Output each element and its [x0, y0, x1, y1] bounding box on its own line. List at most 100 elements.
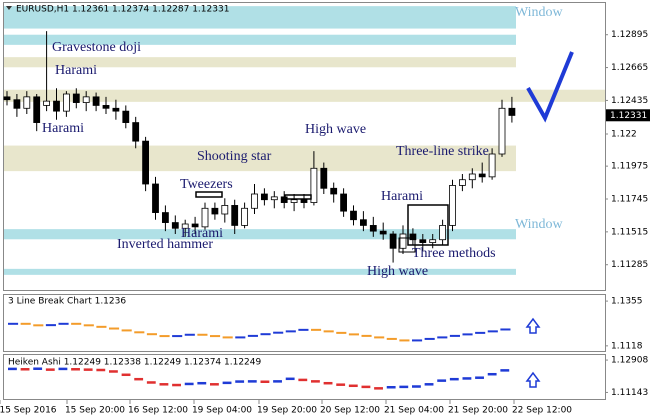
line-break-block — [336, 331, 347, 334]
candle-body — [53, 100, 60, 112]
heiken-bar — [424, 383, 434, 386]
heiken-bar — [323, 381, 333, 385]
line-break-block — [235, 336, 246, 339]
heiken-bar — [8, 367, 17, 371]
annotation: Window — [515, 217, 564, 232]
line-break-block — [386, 337, 397, 340]
line-break-block — [424, 337, 435, 340]
candle-body — [359, 219, 367, 226]
line-break-block — [323, 330, 334, 333]
annotation: Harami — [42, 121, 84, 136]
candle-body — [488, 153, 496, 178]
candle-body — [72, 93, 80, 103]
shooting-box — [284, 194, 312, 200]
candle-body — [122, 110, 130, 123]
line-break-block — [273, 331, 284, 334]
line-break-block — [71, 322, 82, 325]
x-tick-label: 20 Sep 12:00 — [320, 406, 380, 416]
heiken-panel — [3, 354, 606, 400]
candle-body — [82, 96, 90, 103]
x-tick-label: 19 Sep 04:00 — [192, 406, 252, 416]
heiken-bar — [500, 369, 510, 372]
zone — [4, 57, 516, 68]
line-break-block — [8, 322, 19, 325]
main-panel — [3, 2, 606, 291]
forecast-check — [526, 51, 574, 123]
y-tick-label: 1.12435 — [611, 96, 648, 106]
line-break-block — [487, 330, 498, 333]
heiken-bar — [487, 372, 497, 376]
heiken-bar — [361, 385, 371, 389]
candle-body — [43, 100, 50, 106]
line-break-block — [159, 335, 170, 338]
line-break-block — [222, 336, 233, 339]
y-tick-label: 1.12895 — [611, 30, 648, 40]
line-break-title: 3 Line Break Chart 1.1236 — [8, 297, 126, 307]
annotation: Three methods — [412, 246, 496, 261]
candle-body — [112, 107, 120, 112]
heiken-bar — [247, 380, 257, 383]
up-arrow — [525, 371, 541, 388]
heiken-bar — [210, 383, 219, 386]
line-break-block — [247, 334, 258, 337]
candle-body — [270, 196, 278, 201]
heiken-bar — [285, 377, 295, 381]
candle-body — [142, 140, 150, 185]
candle-body — [132, 122, 140, 142]
candle-body — [241, 207, 249, 226]
y-tick-label: 1.11745 — [611, 195, 648, 205]
annotation: Harami — [381, 189, 423, 204]
line-break-block — [462, 333, 473, 336]
candle-body — [231, 205, 239, 226]
line-break-block — [197, 333, 208, 336]
y-tick-label: 1.11515 — [611, 227, 648, 237]
line-break-block — [58, 322, 69, 325]
candle-body — [102, 105, 110, 109]
heiken-bar — [449, 377, 459, 381]
candle-body — [439, 225, 447, 241]
candle-body — [13, 99, 21, 109]
x-tick-label: 15 Sep 20:00 — [65, 406, 125, 416]
heiken-bar — [96, 368, 106, 372]
candle-body — [171, 222, 179, 229]
candle-body — [419, 239, 427, 243]
heiken-bar — [399, 385, 409, 389]
heiken-bar — [374, 387, 383, 390]
candle-body — [508, 107, 516, 116]
heiken-bar — [386, 385, 396, 389]
candle-body — [191, 223, 199, 228]
y-tick-label: 1.12665 — [611, 63, 648, 73]
line-break-block — [121, 329, 132, 332]
annotation: High wave — [367, 264, 428, 279]
annotation: Window — [515, 5, 564, 20]
last-price-box — [606, 109, 650, 122]
up-arrow — [525, 317, 541, 334]
line-break-block — [348, 333, 359, 336]
heiken-bar — [172, 383, 181, 387]
heiken-bar — [159, 383, 169, 386]
heiken-bar — [58, 367, 68, 371]
candle-body — [468, 173, 476, 181]
line-break-block — [134, 331, 145, 334]
line-break-block — [184, 333, 195, 336]
line-break-block — [475, 331, 486, 334]
heiken-bar — [311, 380, 320, 383]
y-tick-label: 1.122 — [611, 130, 637, 140]
candle-body — [330, 187, 338, 195]
heiken-bar — [462, 377, 472, 380]
x-tick-label: 15 Sep 2016 — [0, 406, 57, 416]
heiken-bar — [121, 373, 131, 377]
heiken-bar — [71, 368, 80, 371]
zone — [4, 145, 516, 172]
heiken-bar — [83, 368, 93, 371]
x-tick-label: 22 Sep 12:00 — [512, 406, 572, 416]
zone — [4, 89, 605, 102]
candle-body — [389, 233, 397, 249]
annotation: Harami — [181, 226, 223, 241]
line-break-block — [285, 330, 296, 333]
heiken-bar — [197, 381, 207, 385]
last-price-label: 1.12331 — [610, 111, 647, 121]
y-tick-label: 1.11285 — [611, 260, 648, 270]
